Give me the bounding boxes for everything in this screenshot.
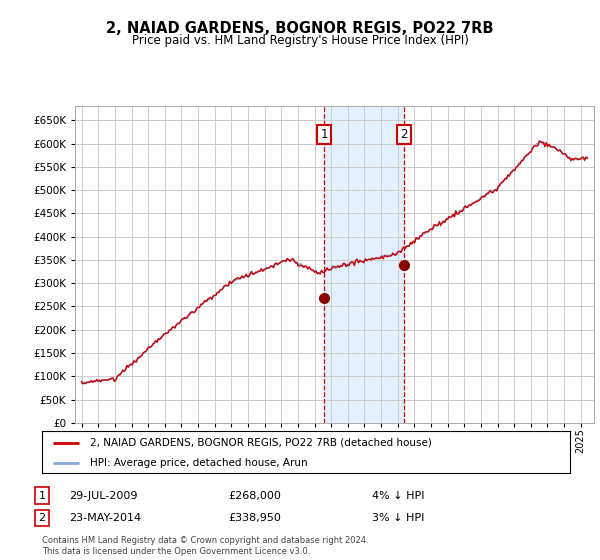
Text: Contains HM Land Registry data © Crown copyright and database right 2024.
This d: Contains HM Land Registry data © Crown c… bbox=[42, 536, 368, 556]
Text: 3% ↓ HPI: 3% ↓ HPI bbox=[372, 513, 424, 523]
Text: 23-MAY-2014: 23-MAY-2014 bbox=[69, 513, 141, 523]
Bar bbox=[324, 106, 404, 423]
Text: £338,950: £338,950 bbox=[228, 513, 281, 523]
Text: 2, NAIAD GARDENS, BOGNOR REGIS, PO22 7RB: 2, NAIAD GARDENS, BOGNOR REGIS, PO22 7RB bbox=[106, 21, 494, 36]
Text: Price paid vs. HM Land Registry's House Price Index (HPI): Price paid vs. HM Land Registry's House … bbox=[131, 34, 469, 46]
Text: 1: 1 bbox=[38, 491, 46, 501]
Text: 4% ↓ HPI: 4% ↓ HPI bbox=[372, 491, 425, 501]
Text: 2: 2 bbox=[38, 513, 46, 523]
Text: 2, NAIAD GARDENS, BOGNOR REGIS, PO22 7RB (detached house): 2, NAIAD GARDENS, BOGNOR REGIS, PO22 7RB… bbox=[89, 438, 431, 448]
Text: 29-JUL-2009: 29-JUL-2009 bbox=[69, 491, 137, 501]
Text: 1: 1 bbox=[320, 128, 328, 141]
Text: 2: 2 bbox=[400, 128, 408, 141]
Text: HPI: Average price, detached house, Arun: HPI: Average price, detached house, Arun bbox=[89, 458, 307, 468]
Text: £268,000: £268,000 bbox=[228, 491, 281, 501]
